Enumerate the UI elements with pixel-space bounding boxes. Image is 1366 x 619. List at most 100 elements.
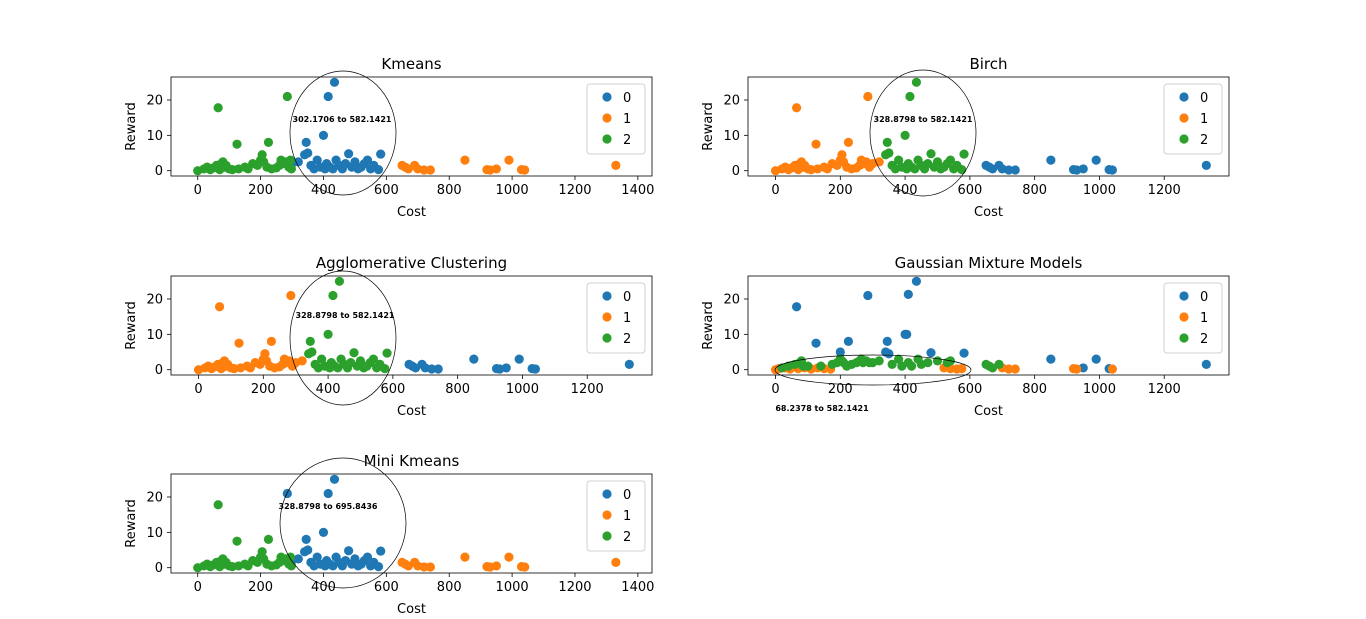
legend-label-1: 1 (1200, 311, 1208, 326)
scatter-point-series-0 (318, 130, 329, 140)
scatter-point-series-0 (501, 363, 511, 373)
x-tick-label: 800 (445, 382, 470, 397)
scatter-point-series-1 (491, 164, 501, 174)
annotation-text: 328.8798 to 695.8436 (279, 502, 378, 511)
scatter-point-series-2 (355, 356, 366, 366)
scatter-point-series-1 (260, 349, 270, 359)
legend-marker-1 (602, 312, 612, 322)
scatter-point-series-0 (303, 148, 313, 158)
legend-box (586, 480, 646, 552)
y-tick-label: 10 (146, 328, 163, 343)
scatter-points (770, 77, 1211, 176)
scatter-point-series-0 (376, 149, 386, 159)
x-tick-label: 1000 (1083, 183, 1116, 198)
scatter-point-series-2 (994, 359, 1004, 369)
scatter-point-series-2 (816, 361, 826, 371)
y-tick-label: 10 (723, 129, 740, 144)
scatter-point-series-0 (835, 347, 845, 357)
y-tick-label: 0 (155, 164, 163, 179)
legend-label-0: 0 (623, 488, 631, 503)
legend-label-2: 2 (1200, 332, 1208, 347)
scatter-point-series-1 (1004, 364, 1014, 374)
scatter-point-series-0 (301, 534, 311, 545)
scatter-point-series-1 (791, 103, 802, 113)
scatter-point-series-0 (427, 364, 437, 374)
x-tick-label: 600 (380, 382, 405, 397)
scatter-point-series-0 (301, 137, 311, 148)
scatter-point-series-2 (945, 155, 956, 165)
scatter-point-series-1 (611, 160, 621, 170)
scatter-point-series-0 (344, 546, 354, 556)
scatter-point-series-0 (350, 157, 360, 167)
y-tick-label: 0 (155, 363, 163, 378)
x-tick-label: 400 (893, 382, 918, 397)
x-tick-label: 1000 (496, 580, 529, 595)
scatter-point-series-2 (349, 348, 359, 358)
y-axis-label: Reward (124, 499, 139, 547)
legend: 0 1 2 (586, 83, 646, 155)
scatter-point-series-2 (884, 148, 894, 158)
annotation-ellipse (289, 70, 397, 196)
scatter-point-series-0 (282, 488, 292, 499)
legend-marker-2 (602, 531, 612, 541)
scatter-point-series-2 (305, 336, 315, 347)
legend-marker-0 (1179, 291, 1189, 301)
scatter-point-series-2 (932, 157, 943, 167)
scatter-point-series-2 (882, 137, 892, 148)
axes-frame (747, 275, 1230, 376)
legend-label-2: 2 (623, 530, 631, 545)
scatter-point-series-1 (425, 562, 435, 572)
annotation-ellipse (279, 457, 407, 589)
scatter-point-series-1 (611, 557, 621, 567)
scatter-point-series-2 (894, 354, 904, 364)
annotation-ellipse (869, 69, 977, 197)
scatter-point-series-1 (1072, 364, 1082, 374)
scatter-point-series-0 (303, 545, 313, 555)
scatter-point-series-0 (791, 302, 802, 312)
scatter-point-series-1 (419, 562, 429, 572)
x-tick-label: 200 (828, 183, 853, 198)
legend-marker-1 (602, 510, 612, 520)
scatter-point-series-1 (491, 561, 501, 571)
scatter-point-series-0 (1046, 354, 1056, 364)
scatter-point-series-1 (863, 91, 873, 102)
legend-marker-2 (602, 134, 612, 144)
scatter-point-series-2 (368, 354, 379, 364)
scatter-point-series-0 (1004, 165, 1014, 175)
y-tick-label: 0 (732, 164, 740, 179)
scatter-point-series-2 (923, 358, 933, 368)
scatter-point-series-0 (882, 336, 892, 347)
x-tick-label: 0 (194, 382, 202, 397)
scatter-point-series-2 (900, 130, 910, 140)
scatter-point-series-2 (905, 91, 915, 102)
legend-marker-1 (1179, 312, 1189, 322)
scatter-point-series-0 (373, 562, 384, 572)
scatter-point-series-2 (874, 356, 884, 366)
scatter-point-series-1 (520, 165, 530, 175)
scatter-points (193, 276, 634, 375)
legend-marker-0 (1179, 92, 1189, 102)
scatter-point-series-2 (232, 536, 242, 546)
scatter-point-series-0 (911, 276, 922, 286)
scatter-point-series-2 (213, 500, 223, 510)
legend: 0 1 2 (586, 282, 646, 354)
y-axis-label: Reward (701, 102, 716, 150)
scatter-point-series-1 (837, 150, 847, 160)
scatter-point-series-1 (297, 356, 307, 366)
scatter-point-series-1 (460, 155, 470, 165)
x-tick-label: 0 (771, 382, 779, 397)
y-tick-label: 20 (146, 292, 163, 307)
scatter-point-series-0 (1201, 359, 1211, 369)
scatter-point-series-2 (932, 356, 943, 366)
scatter-point-series-2 (263, 534, 274, 545)
annotation-ellipse (289, 270, 397, 406)
scatter-point-series-0 (318, 527, 329, 537)
y-axis-label: Reward (124, 301, 139, 349)
scatter-point-series-2 (382, 348, 392, 358)
chart-title: Gaussian Mixture Models (895, 254, 1083, 272)
legend-marker-2 (602, 333, 612, 343)
scatter-point-series-0 (1046, 155, 1056, 165)
scatter-point-series-0 (1201, 160, 1211, 170)
